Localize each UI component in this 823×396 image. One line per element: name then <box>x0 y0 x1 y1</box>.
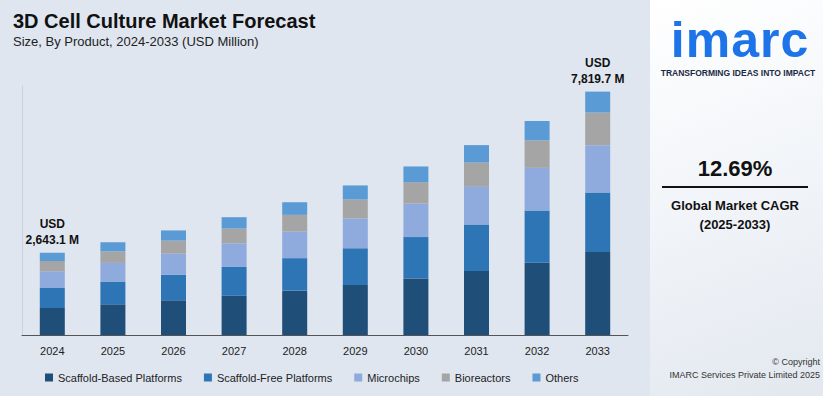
svg-text:Others: Others <box>545 372 579 384</box>
svg-text:USD: USD <box>585 56 611 70</box>
svg-text:2026: 2026 <box>161 345 185 357</box>
svg-text:USD: USD <box>40 217 66 231</box>
svg-text:7,819.7 M: 7,819.7 M <box>571 72 624 86</box>
svg-text:2033: 2033 <box>585 345 609 357</box>
svg-text:2032: 2032 <box>525 345 549 357</box>
html-text:IMARC Services Private Limited: IMARC Services Private Limited 2025 <box>669 370 820 380</box>
html-text:imarc: imarc <box>670 12 810 68</box>
svg-text:2030: 2030 <box>404 345 428 357</box>
svg-text:Size, By Product, 2024-2033 (U: Size, By Product, 2024-2033 (USD Million… <box>13 34 259 49</box>
svg-text:2029: 2029 <box>343 345 367 357</box>
svg-text:2024: 2024 <box>40 345 64 357</box>
html-text:(2025-2033): (2025-2033) <box>699 217 771 232</box>
svg-text:Scaffold-Free Platforms: Scaffold-Free Platforms <box>217 372 333 384</box>
svg-text:2,643.1 M: 2,643.1 M <box>26 233 79 247</box>
html-text:© Copyright: © Copyright <box>772 357 820 367</box>
html-text:Global Market CAGR: Global Market CAGR <box>671 198 799 213</box>
svg-text:3D Cell Culture Market Forecas: 3D Cell Culture Market Forecast <box>13 10 316 32</box>
svg-text:Scaffold-Based Platforms: Scaffold-Based Platforms <box>58 372 182 384</box>
svg-text:Bioreactors: Bioreactors <box>455 372 511 384</box>
svg-text:Microchips: Microchips <box>367 372 420 384</box>
svg-text:2028: 2028 <box>282 345 306 357</box>
svg-text:2031: 2031 <box>464 345 488 357</box>
svg-text:2027: 2027 <box>222 345 246 357</box>
html-text:TRANSFORMING IDEAS INTO IMPACT: TRANSFORMING IDEAS INTO IMPACT <box>660 68 816 78</box>
svg-text:2025: 2025 <box>101 345 125 357</box>
html-text:12.69%: 12.69% <box>697 156 773 181</box>
